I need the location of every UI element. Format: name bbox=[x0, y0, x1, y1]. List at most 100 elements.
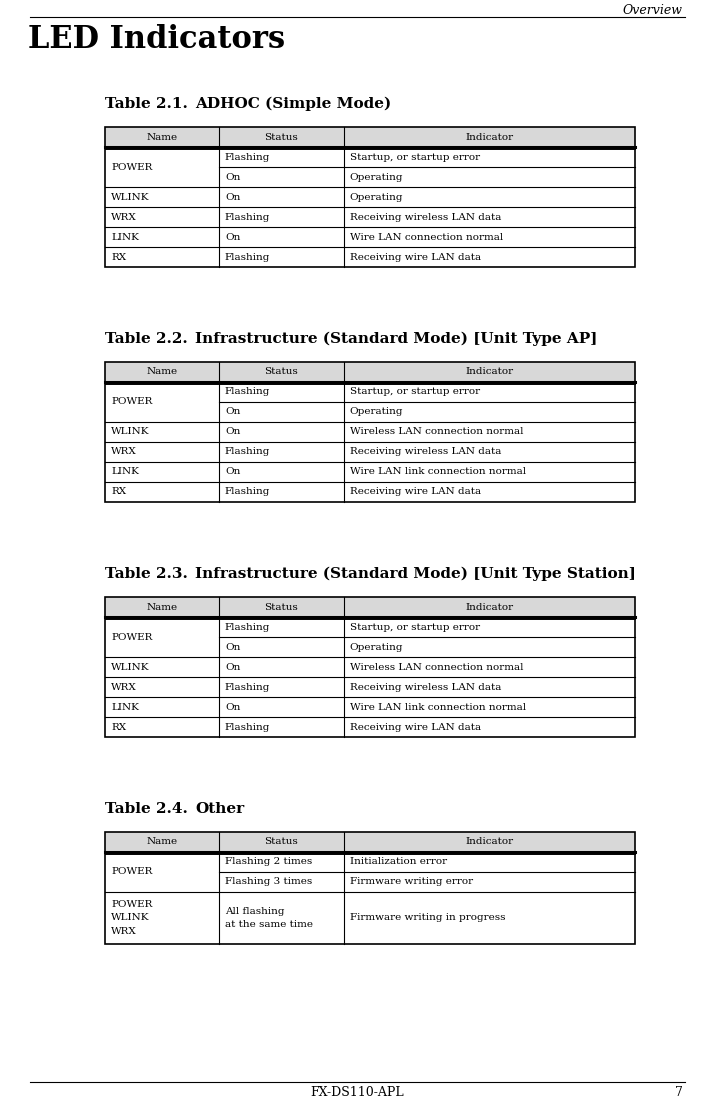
Bar bbox=[105, 401, 635, 422]
Text: On: On bbox=[225, 233, 240, 242]
Text: Flashing: Flashing bbox=[225, 213, 270, 222]
Text: LINK: LINK bbox=[111, 233, 139, 242]
Text: On: On bbox=[225, 193, 240, 202]
Text: Flashing: Flashing bbox=[225, 152, 270, 161]
Text: RX: RX bbox=[111, 722, 126, 731]
Text: All flashing
at the same time: All flashing at the same time bbox=[225, 907, 313, 929]
Text: Wire LAN link connection normal: Wire LAN link connection normal bbox=[350, 703, 526, 711]
Text: Flashing: Flashing bbox=[225, 622, 270, 632]
Text: LINK: LINK bbox=[111, 703, 139, 711]
Text: On: On bbox=[225, 663, 240, 672]
Bar bbox=[105, 482, 635, 502]
Text: Firmware writing error: Firmware writing error bbox=[350, 878, 473, 887]
Text: Indicator: Indicator bbox=[465, 367, 513, 376]
Bar bbox=[105, 892, 635, 944]
Bar bbox=[105, 362, 635, 382]
Text: RX: RX bbox=[111, 488, 126, 496]
Text: Receiving wireless LAN data: Receiving wireless LAN data bbox=[350, 213, 501, 222]
Bar bbox=[105, 127, 635, 147]
Text: Startup, or startup error: Startup, or startup error bbox=[350, 152, 480, 161]
Text: WRX: WRX bbox=[111, 683, 137, 692]
Bar bbox=[105, 188, 635, 207]
Text: Table 2.3.: Table 2.3. bbox=[105, 567, 188, 581]
Text: On: On bbox=[225, 428, 240, 437]
Bar bbox=[105, 872, 635, 892]
Text: 7: 7 bbox=[675, 1086, 683, 1099]
Text: Wireless LAN connection normal: Wireless LAN connection normal bbox=[350, 663, 523, 672]
Text: Other: Other bbox=[195, 802, 244, 816]
Text: Receiving wireless LAN data: Receiving wireless LAN data bbox=[350, 448, 501, 457]
Bar bbox=[105, 442, 635, 462]
Text: Operating: Operating bbox=[350, 193, 403, 202]
Text: Infrastructure (Standard Mode) [Unit Type AP]: Infrastructure (Standard Mode) [Unit Typ… bbox=[195, 332, 597, 346]
Text: WRX: WRX bbox=[111, 448, 137, 457]
Text: Operating: Operating bbox=[350, 643, 403, 652]
Text: Indicator: Indicator bbox=[465, 837, 513, 846]
Text: Indicator: Indicator bbox=[465, 602, 513, 611]
Text: Name: Name bbox=[147, 367, 177, 376]
Text: WLINK: WLINK bbox=[111, 663, 149, 672]
Text: WLINK: WLINK bbox=[111, 428, 149, 437]
Text: Firmware writing in progress: Firmware writing in progress bbox=[350, 913, 505, 922]
Bar bbox=[105, 697, 635, 717]
Text: Flashing 3 times: Flashing 3 times bbox=[225, 878, 312, 887]
Bar bbox=[105, 638, 635, 657]
Bar bbox=[105, 462, 635, 482]
Text: RX: RX bbox=[111, 253, 126, 261]
Text: Indicator: Indicator bbox=[465, 132, 513, 141]
Text: Flashing: Flashing bbox=[225, 683, 270, 692]
Text: POWER: POWER bbox=[111, 632, 152, 642]
Text: Receiving wire LAN data: Receiving wire LAN data bbox=[350, 253, 480, 261]
Text: Flashing: Flashing bbox=[225, 722, 270, 731]
Text: Wire LAN connection normal: Wire LAN connection normal bbox=[350, 233, 503, 242]
Text: Wire LAN link connection normal: Wire LAN link connection normal bbox=[350, 468, 526, 476]
Text: POWER
WLINK
WRX: POWER WLINK WRX bbox=[111, 900, 152, 935]
Bar bbox=[105, 597, 635, 737]
Text: LED Indicators: LED Indicators bbox=[28, 24, 285, 55]
Text: FX-DS110-APL: FX-DS110-APL bbox=[310, 1086, 404, 1099]
Text: Startup, or startup error: Startup, or startup error bbox=[350, 387, 480, 396]
Text: ADHOC (Simple Mode): ADHOC (Simple Mode) bbox=[195, 97, 391, 111]
Text: Receiving wireless LAN data: Receiving wireless LAN data bbox=[350, 683, 501, 692]
Text: Flashing 2 times: Flashing 2 times bbox=[225, 857, 312, 867]
Text: On: On bbox=[225, 172, 240, 182]
Text: LINK: LINK bbox=[111, 468, 139, 476]
Bar bbox=[105, 207, 635, 227]
Text: On: On bbox=[225, 643, 240, 652]
Bar bbox=[105, 247, 635, 267]
Bar bbox=[105, 617, 635, 638]
Text: Status: Status bbox=[265, 132, 298, 141]
Bar bbox=[105, 227, 635, 247]
Bar bbox=[105, 832, 635, 852]
Text: On: On bbox=[225, 468, 240, 476]
Bar bbox=[105, 597, 635, 617]
Text: Receiving wire LAN data: Receiving wire LAN data bbox=[350, 488, 480, 496]
Text: POWER: POWER bbox=[111, 867, 152, 877]
Bar bbox=[105, 677, 635, 697]
Bar bbox=[105, 167, 635, 188]
Text: WRX: WRX bbox=[111, 213, 137, 222]
Bar bbox=[105, 362, 635, 502]
Text: Name: Name bbox=[147, 132, 177, 141]
Text: Receiving wire LAN data: Receiving wire LAN data bbox=[350, 722, 480, 731]
Text: Flashing: Flashing bbox=[225, 488, 270, 496]
Text: Infrastructure (Standard Mode) [Unit Type Station]: Infrastructure (Standard Mode) [Unit Typ… bbox=[195, 567, 636, 581]
Text: Name: Name bbox=[147, 837, 177, 846]
Bar bbox=[105, 147, 635, 167]
Text: Operating: Operating bbox=[350, 407, 403, 417]
Text: Flashing: Flashing bbox=[225, 387, 270, 396]
Text: Wireless LAN connection normal: Wireless LAN connection normal bbox=[350, 428, 523, 437]
Bar bbox=[105, 127, 635, 267]
Text: Initialization error: Initialization error bbox=[350, 857, 447, 867]
Text: Overview: Overview bbox=[623, 4, 683, 17]
Text: POWER: POWER bbox=[111, 162, 152, 171]
Text: On: On bbox=[225, 703, 240, 711]
Text: Flashing: Flashing bbox=[225, 253, 270, 261]
Text: Status: Status bbox=[265, 602, 298, 611]
Bar bbox=[105, 717, 635, 737]
Text: Status: Status bbox=[265, 367, 298, 376]
Text: Startup, or startup error: Startup, or startup error bbox=[350, 622, 480, 632]
Text: Table 2.1.: Table 2.1. bbox=[105, 97, 188, 111]
Text: Operating: Operating bbox=[350, 172, 403, 182]
Bar bbox=[105, 657, 635, 677]
